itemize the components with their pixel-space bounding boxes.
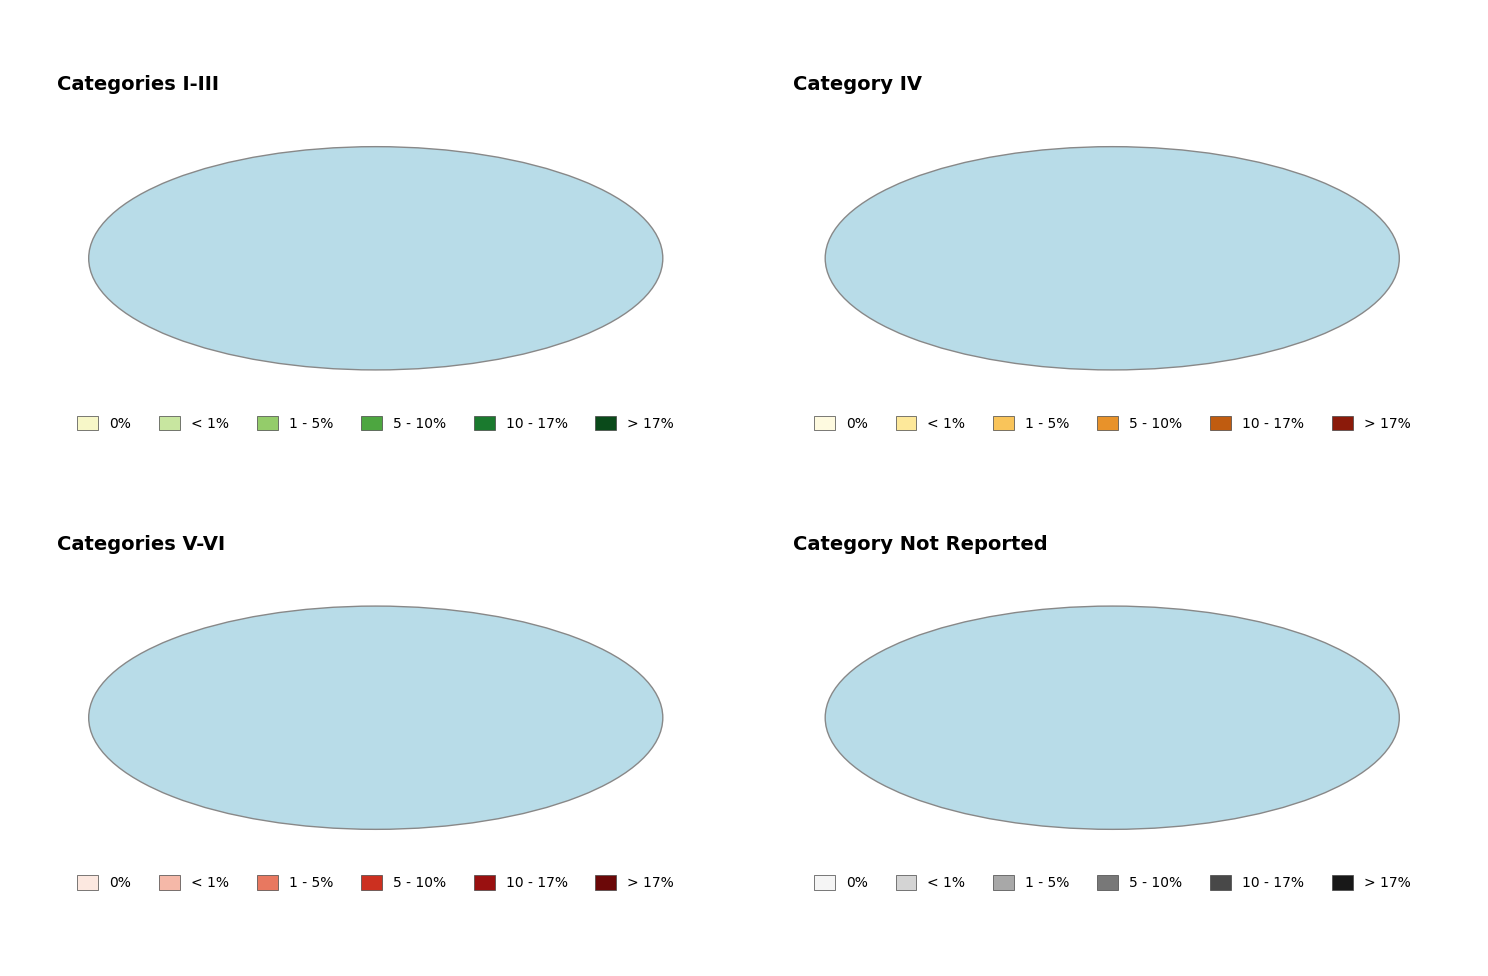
Ellipse shape bbox=[89, 606, 662, 830]
Legend: 0%, < 1%, 1 - 5%, 5 - 10%, 10 - 17%, > 17%: 0%, < 1%, 1 - 5%, 5 - 10%, 10 - 17%, > 1… bbox=[808, 870, 1417, 896]
Text: Categories I-III: Categories I-III bbox=[57, 75, 219, 95]
Legend: 0%, < 1%, 1 - 5%, 5 - 10%, 10 - 17%, > 17%: 0%, < 1%, 1 - 5%, 5 - 10%, 10 - 17%, > 1… bbox=[71, 870, 680, 896]
Text: Category Not Reported: Category Not Reported bbox=[793, 535, 1048, 554]
Legend: 0%, < 1%, 1 - 5%, 5 - 10%, 10 - 17%, > 17%: 0%, < 1%, 1 - 5%, 5 - 10%, 10 - 17%, > 1… bbox=[71, 411, 680, 436]
Ellipse shape bbox=[826, 606, 1399, 830]
Text: Category IV: Category IV bbox=[793, 75, 923, 95]
Legend: 0%, < 1%, 1 - 5%, 5 - 10%, 10 - 17%, > 17%: 0%, < 1%, 1 - 5%, 5 - 10%, 10 - 17%, > 1… bbox=[808, 411, 1417, 436]
Ellipse shape bbox=[826, 146, 1399, 370]
Text: Categories V-VI: Categories V-VI bbox=[57, 535, 225, 554]
Ellipse shape bbox=[89, 146, 662, 370]
